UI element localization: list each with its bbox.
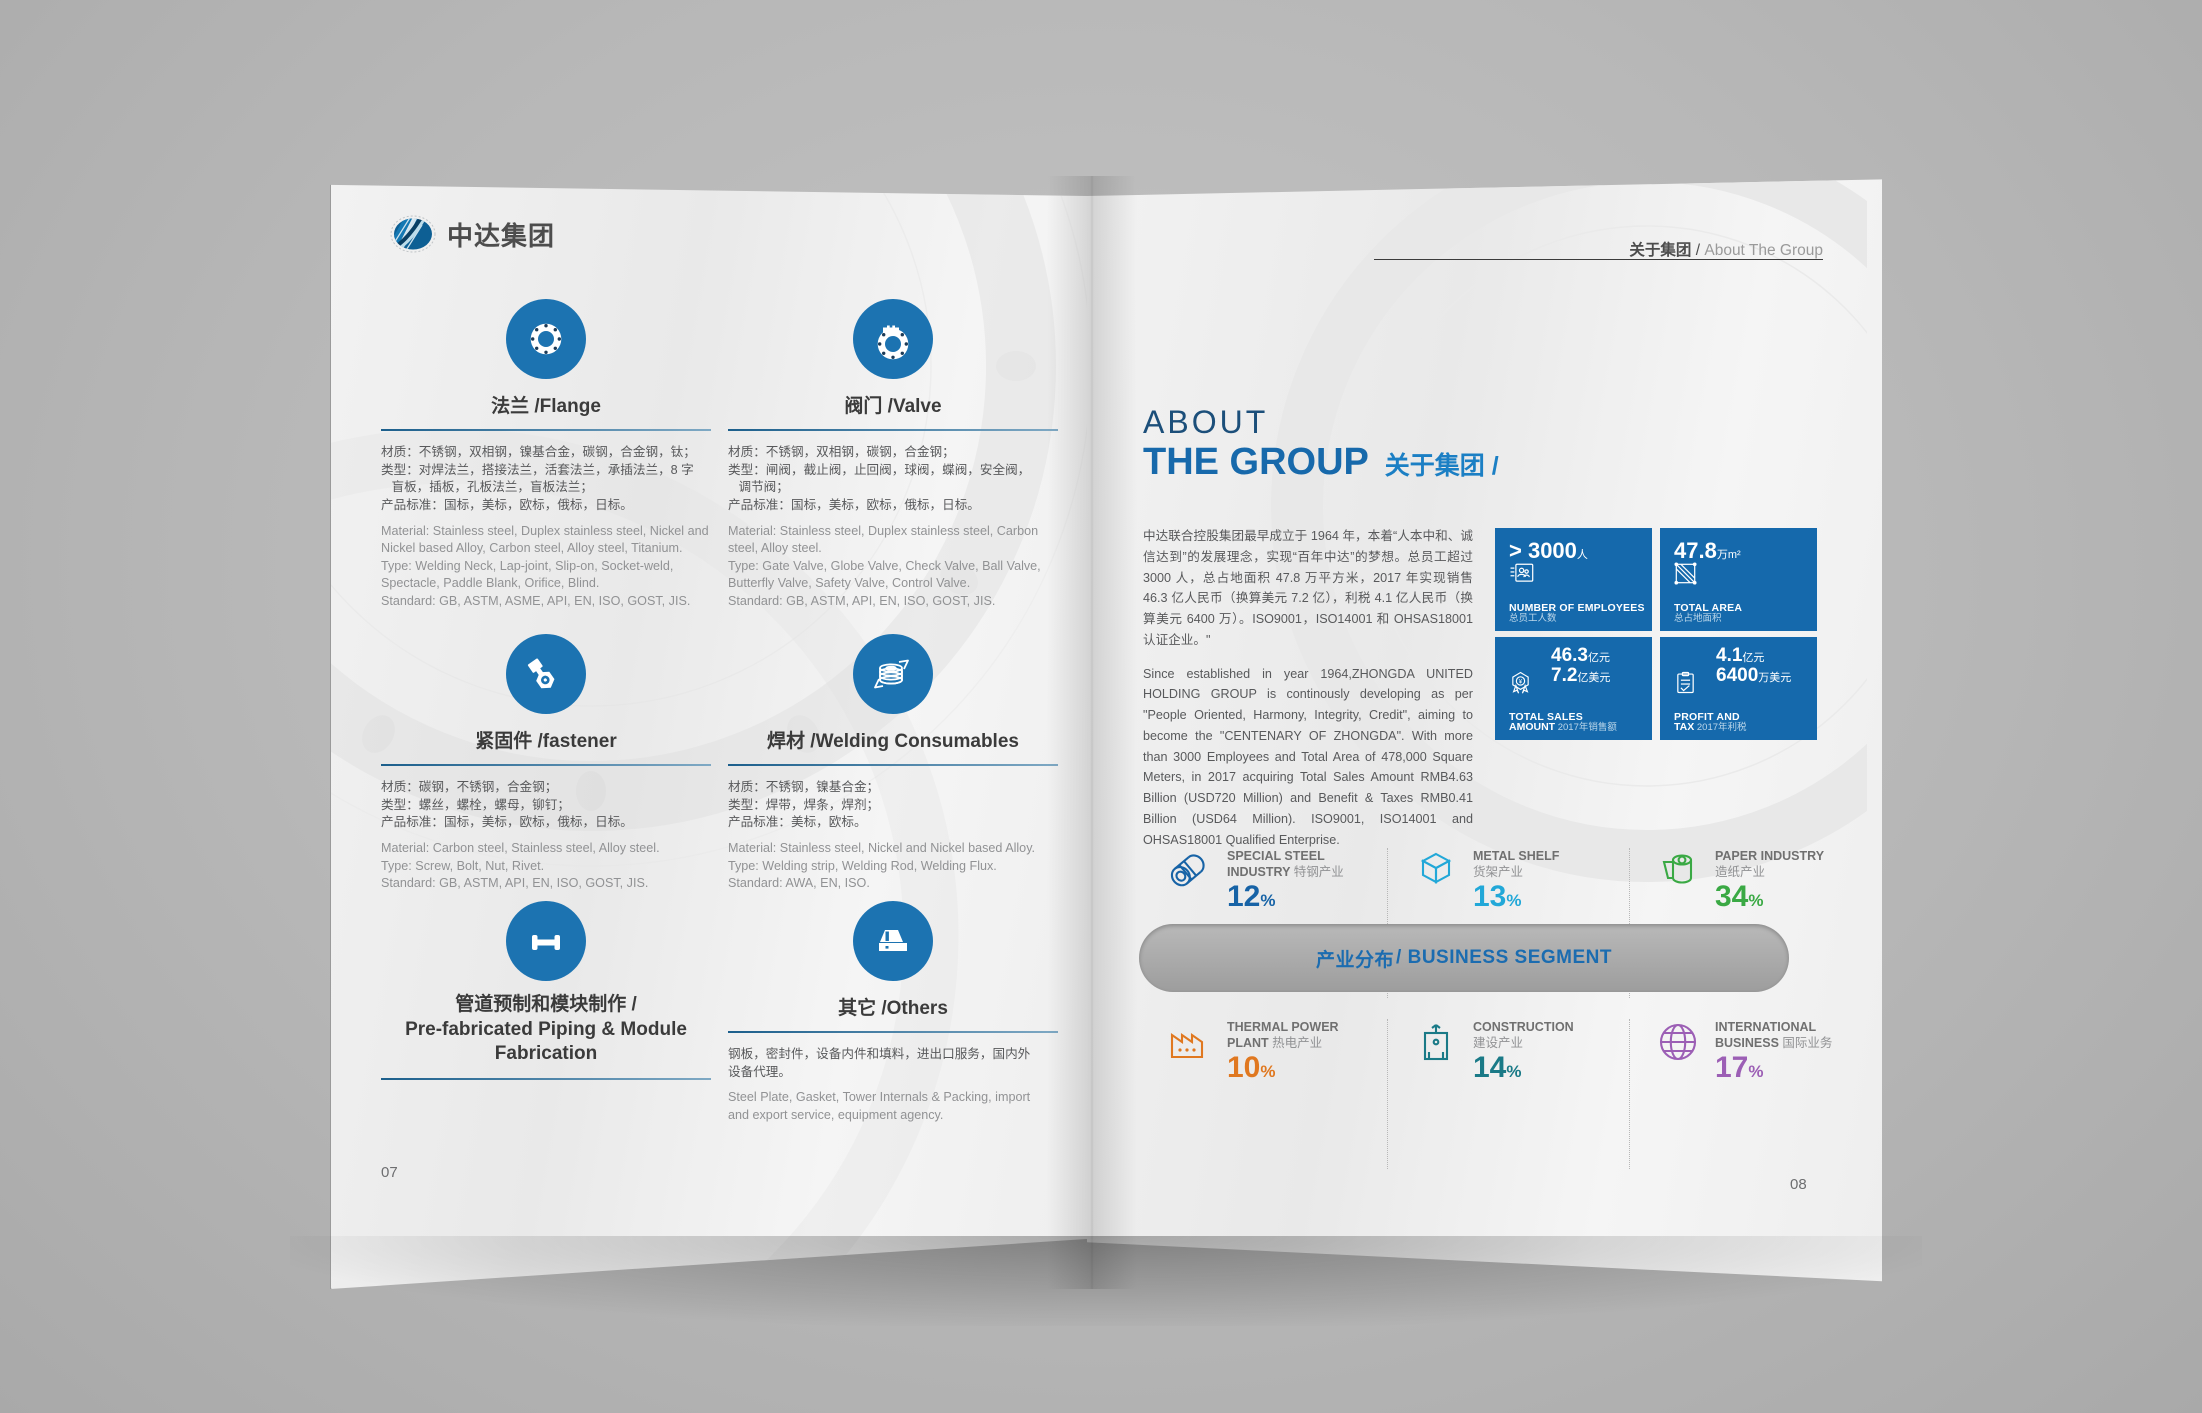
svg-text:¥: ¥ <box>1519 678 1523 685</box>
